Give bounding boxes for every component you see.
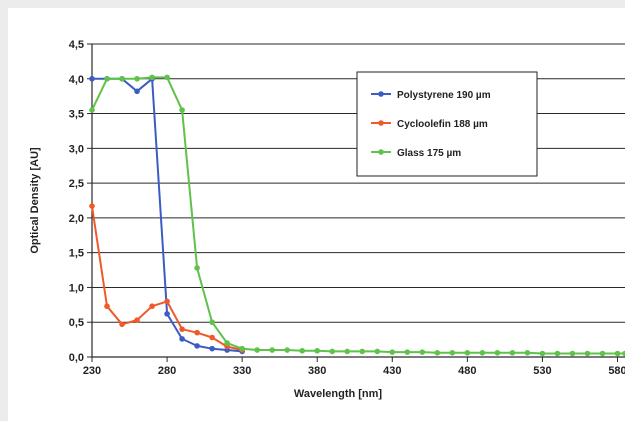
legend-entry-label: Glass 175 µm — [397, 148, 461, 159]
data-point — [194, 265, 200, 271]
y-tick-label: 0,0 — [69, 352, 84, 364]
data-point — [524, 350, 531, 356]
legend: Polystyrene 190 µm Cycloolefin 188 µm Glas… — [356, 71, 538, 177]
data-point — [299, 347, 305, 354]
x-axis-title: Wavelength [nm] — [294, 388, 383, 400]
series-group — [89, 74, 625, 357]
data-point — [329, 348, 336, 355]
data-point — [419, 349, 426, 355]
data-point — [209, 345, 215, 352]
x-tick-label: 380 — [308, 365, 326, 377]
data-point — [209, 334, 215, 341]
data-point — [554, 350, 561, 357]
series-1 — [89, 203, 245, 353]
chart-panel: 0,0 0,5 1,0 1,5 2,0 2,5 3,0 3,5 4,0 4,5 230 280 330 3… — [8, 8, 625, 421]
data-point — [569, 350, 576, 357]
data-point — [599, 350, 606, 357]
data-point — [134, 317, 140, 323]
data-point — [224, 340, 230, 346]
data-point — [494, 350, 501, 356]
data-point — [164, 74, 170, 81]
y-axis-title: Optical Density [AU] — [29, 147, 41, 254]
x-tick-label: 480 — [458, 365, 476, 377]
data-point — [584, 350, 591, 357]
data-point — [344, 348, 351, 355]
data-point — [239, 345, 245, 352]
data-point — [374, 348, 381, 355]
data-point — [119, 321, 125, 328]
x-tick-label: 330 — [233, 365, 251, 377]
data-point — [89, 107, 95, 113]
data-point — [89, 203, 95, 209]
y-tick-label: 2,5 — [69, 178, 84, 190]
y-tick-label: 0,5 — [69, 317, 84, 329]
y-tick-label: 3,0 — [69, 143, 84, 155]
data-point — [164, 311, 170, 317]
legend-entry-label: Polystyrene 190 µm — [397, 90, 491, 101]
tick-labels: 0,0 0,5 1,0 1,5 2,0 2,5 3,0 3,5 4,0 4,5 230 280 330 3… — [69, 39, 625, 377]
data-point — [404, 349, 411, 355]
data-point — [614, 350, 621, 357]
axes — [87, 43, 625, 362]
y-tick-label: 2,0 — [69, 213, 84, 225]
series-2 — [89, 74, 625, 357]
data-point — [89, 75, 95, 82]
y-tick-label: 1,5 — [69, 248, 84, 260]
y-tick-label: 4,0 — [69, 74, 84, 86]
legend-swatch-marker — [378, 149, 384, 155]
x-tick-label: 580 — [608, 365, 625, 377]
x-tick-label: 230 — [83, 365, 101, 377]
data-point — [622, 350, 625, 357]
data-point — [134, 88, 140, 95]
data-point — [149, 74, 155, 81]
data-point — [179, 336, 185, 342]
data-point — [119, 75, 125, 82]
legend-swatch-marker — [378, 91, 384, 97]
legend-entry-label: Cycloolefin 188 µm — [397, 119, 488, 130]
legend-swatch-marker — [378, 120, 384, 126]
x-tick-label: 280 — [158, 365, 176, 377]
data-point — [449, 350, 456, 356]
data-point — [104, 303, 110, 310]
data-point — [269, 347, 275, 353]
data-point — [179, 107, 185, 113]
data-point — [164, 298, 170, 305]
y-tick-label: 1,0 — [69, 282, 84, 294]
data-point — [359, 348, 366, 355]
y-tick-label: 4,5 — [69, 39, 84, 51]
data-point — [209, 319, 215, 326]
data-point — [464, 350, 471, 356]
data-point — [179, 326, 185, 332]
series-line — [92, 77, 243, 353]
data-point — [104, 75, 110, 82]
series-line — [91, 205, 243, 351]
data-point — [134, 75, 140, 82]
x-tick-label: 430 — [383, 365, 401, 377]
y-tick-label: 3,5 — [69, 109, 84, 121]
optical-density-chart: 0,0 0,5 1,0 1,5 2,0 2,5 3,0 3,5 4,0 4,5 230 280 330 3… — [29, 39, 625, 400]
data-point — [254, 347, 260, 353]
data-point — [509, 350, 516, 356]
data-point — [194, 343, 200, 349]
data-point — [149, 303, 155, 310]
data-point — [434, 350, 441, 356]
data-point — [194, 329, 200, 336]
data-point — [479, 350, 486, 356]
data-point — [539, 350, 546, 357]
data-point — [284, 347, 290, 353]
x-tick-label: 530 — [533, 365, 551, 377]
data-point — [314, 347, 321, 354]
data-point — [389, 349, 396, 355]
